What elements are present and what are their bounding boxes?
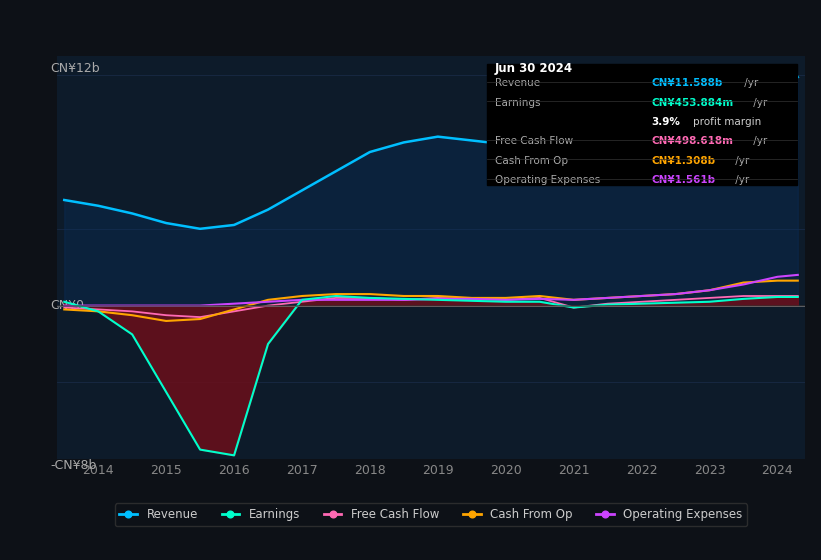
Text: Free Cash Flow: Free Cash Flow <box>494 136 573 146</box>
Text: /yr: /yr <box>741 78 759 88</box>
Text: CN¥11.588b: CN¥11.588b <box>651 78 722 88</box>
Text: /yr: /yr <box>750 97 768 108</box>
Text: profit margin: profit margin <box>693 117 761 127</box>
Text: 3.9%: 3.9% <box>651 117 681 127</box>
Text: /yr: /yr <box>750 136 768 146</box>
Text: CN¥0: CN¥0 <box>50 299 84 312</box>
Text: CN¥1.561b: CN¥1.561b <box>651 175 716 185</box>
Text: CN¥12b: CN¥12b <box>50 62 99 75</box>
Bar <box>487 64 797 185</box>
Legend: Revenue, Earnings, Free Cash Flow, Cash From Op, Operating Expenses: Revenue, Earnings, Free Cash Flow, Cash … <box>115 503 747 526</box>
Text: Cash From Op: Cash From Op <box>494 156 567 166</box>
Text: CN¥498.618m: CN¥498.618m <box>651 136 733 146</box>
Text: /yr: /yr <box>732 156 750 166</box>
Text: Earnings: Earnings <box>494 97 540 108</box>
Text: CN¥1.308b: CN¥1.308b <box>651 156 716 166</box>
Text: Jun 30 2024: Jun 30 2024 <box>494 62 573 75</box>
Text: -CN¥8b: -CN¥8b <box>50 459 96 472</box>
Text: CN¥453.884m: CN¥453.884m <box>651 97 734 108</box>
Text: Revenue: Revenue <box>494 78 539 88</box>
Text: /yr: /yr <box>732 175 750 185</box>
Text: Operating Expenses: Operating Expenses <box>494 175 600 185</box>
